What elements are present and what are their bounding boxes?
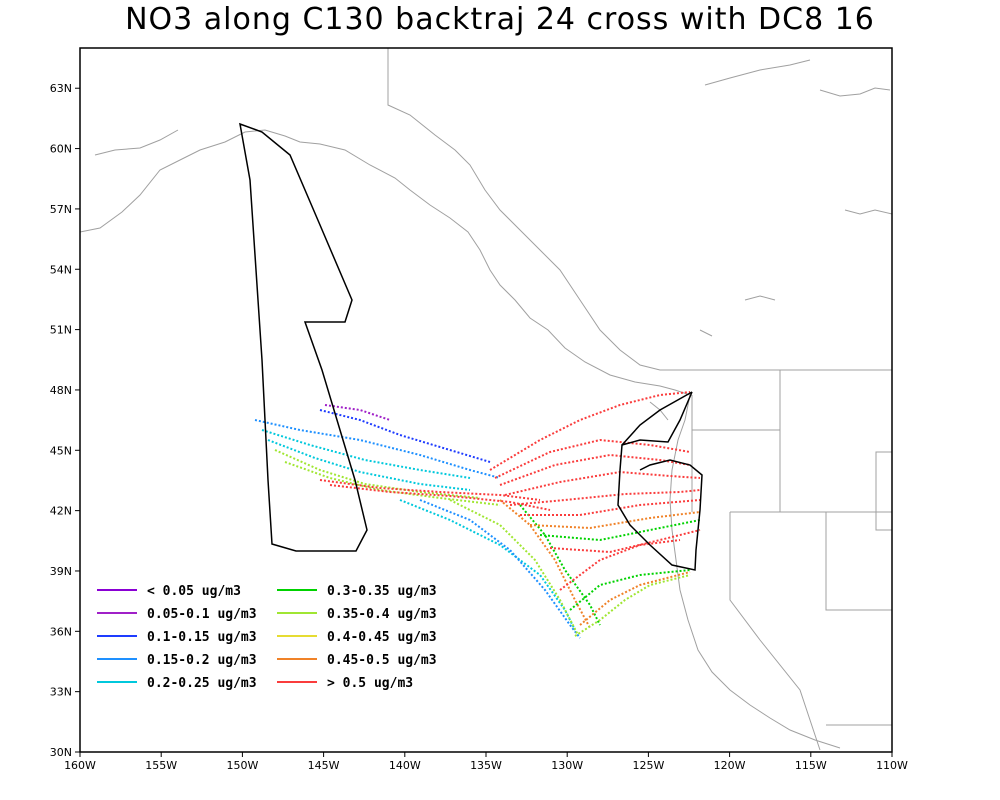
- y-axis: 30N 33N 36N 39N 42N 45N 48N 51N 54N 57N 60N 63N: [50, 82, 80, 759]
- y-tick-label: 48N: [50, 384, 72, 397]
- y-tick-label: 63N: [50, 82, 72, 95]
- x-tick-label: 115W: [795, 759, 827, 772]
- x-tick-label: 130W: [551, 759, 583, 772]
- flight-track: [239, 122, 703, 571]
- legend-label: 0.4-0.45 ug/m3: [327, 630, 437, 645]
- y-tick-label: 51N: [50, 324, 72, 337]
- legend: < 0.05 ug/m3 0.05-0.1 ug/m3 0.1-0.15 ug/m3…: [97, 584, 437, 691]
- coastlines: [80, 48, 892, 751]
- y-tick-label: 36N: [50, 625, 72, 638]
- y-tick-label: 57N: [50, 203, 72, 216]
- legend-label: 0.05-0.1 ug/m3: [147, 607, 257, 622]
- y-tick-label: 33N: [50, 686, 72, 699]
- legend-label: 0.1-0.15 ug/m3: [147, 630, 257, 645]
- plot-frame: [79, 47, 893, 753]
- y-tick-label: 39N: [50, 565, 72, 578]
- x-tick-label: 150W: [226, 759, 258, 772]
- legend-label: 0.45-0.5 ug/m3: [327, 653, 437, 668]
- y-tick-label: 42N: [50, 505, 72, 518]
- x-tick-label: 110W: [876, 759, 908, 772]
- y-tick-label: 30N: [50, 746, 72, 759]
- legend-label: < 0.05 ug/m3: [147, 584, 241, 599]
- y-tick-label: 60N: [50, 143, 72, 156]
- x-tick-label: 140W: [389, 759, 421, 772]
- legend-label: 0.15-0.2 ug/m3: [147, 653, 257, 668]
- y-tick-label: 45N: [50, 444, 72, 457]
- legend-label: 0.2-0.25 ug/m3: [147, 676, 257, 691]
- x-tick-label: 120W: [714, 759, 746, 772]
- x-tick-label: 125W: [632, 759, 664, 772]
- map-title: NO3 along C130 backtraj 24 cross with DC…: [125, 2, 875, 37]
- legend-label: 0.35-0.4 ug/m3: [327, 607, 437, 622]
- x-tick-label: 160W: [64, 759, 96, 772]
- x-tick-label: 155W: [145, 759, 177, 772]
- y-tick-label: 54N: [50, 263, 72, 276]
- legend-label: 0.3-0.35 ug/m3: [327, 584, 437, 599]
- x-axis: 160W 155W 150W 145W 140W 135W 130W 125W 120W 115W…: [64, 752, 908, 772]
- legend-label: > 0.5 ug/m3: [327, 676, 413, 691]
- trajectory-bundles: [254, 391, 701, 639]
- x-tick-label: 145W: [308, 759, 340, 772]
- x-tick-label: 135W: [470, 759, 502, 772]
